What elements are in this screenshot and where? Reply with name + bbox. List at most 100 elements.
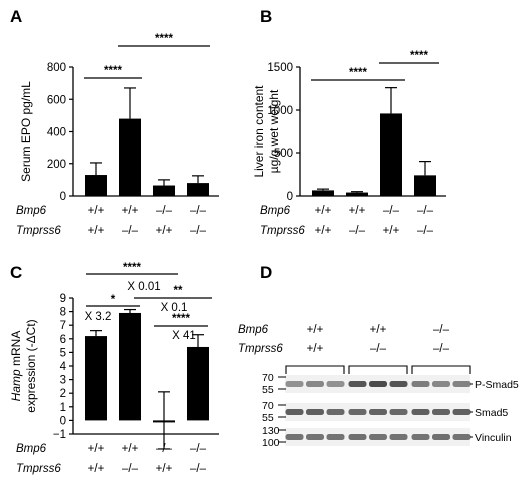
significance-label-a: **** [155,33,173,45]
x-tick-label-bmp6: +/+ [315,205,332,217]
y-tick-label-c: 8 [60,307,66,319]
bar-c [187,346,209,421]
y-tick-label-c: 2 [60,388,66,400]
genotype-label-bmp6: Bmp6 [16,205,47,217]
x-tick-label-bmp6: –/– [190,443,207,455]
bar-b [380,113,402,196]
panel-label-d: D [260,263,272,282]
x-tick-label-bmp6: –/– [190,205,207,217]
blot-band [411,434,430,440]
genotype-label-tmprss6: Tmprss6 [16,463,61,475]
bar-c [119,312,141,421]
blot-band [285,381,304,387]
blot-label: Smad5 [475,407,508,419]
bar-a [187,183,209,196]
genotype-label-tmprss6: Tmprss6 [238,343,283,355]
group-bracket [411,365,471,374]
bar-b [312,190,334,196]
blot-band [432,409,450,415]
x-tick-label-tmprss6: +/+ [156,463,173,475]
fold-change-label-c: X 0.1 [161,302,188,314]
marker-label: 70 [262,400,274,412]
fold-change-label-c: X 41 [172,330,196,342]
y-tick-label-c: −1 [53,429,66,441]
blot-band [306,381,324,387]
blot-band [285,434,304,440]
y-tick-label-c: 9 [60,293,66,305]
blot-genotype-bmp6: +/+ [307,324,324,336]
y-tick-label-c: 4 [60,361,67,373]
blot-label: P-Smad5 [475,379,519,391]
y-tick-label-c: 0 [60,415,66,427]
blot-band [326,409,345,415]
marker-label: 130 [262,425,280,437]
blot-genotype-tmprss6: –/– [370,343,387,355]
significance-label-c: **** [172,313,190,325]
blot-band [306,434,324,440]
blot-label: Vinculin [475,432,512,444]
significance-label-a: **** [104,65,122,77]
blot-band [326,434,345,440]
y-axis-label-b: µg/g wet weight [267,89,281,173]
x-tick-label-tmprss6: –/– [122,225,139,237]
y-axis-label-b: Liver iron content [252,85,266,178]
y-tick-label-a: 0 [60,191,66,203]
x-tick-label-bmp6: –/– [156,205,173,217]
blot-band [432,434,450,440]
marker-label: 70 [262,372,274,384]
bar-b [346,192,368,196]
y-axis-label-gene: Hamp [9,369,23,401]
x-tick-label-tmprss6: –/– [417,225,434,237]
bar-a [153,185,175,196]
blot-band [411,381,430,387]
genotype-label-bmp6: Bmp6 [16,443,47,455]
y-axis-label-rest: mRNA [9,331,23,370]
x-tick-label-tmprss6: +/+ [88,463,105,475]
group-bracket [348,365,408,374]
significance-label-c: ** [174,285,183,297]
blot-genotype-tmprss6: –/– [433,343,450,355]
x-tick-label-bmp6: +/+ [88,205,105,217]
blot-band [369,381,387,387]
bar-b [414,175,436,196]
panel-label-b: B [260,7,272,26]
blot-band [369,409,387,415]
group-bracket [285,365,345,374]
panel-label-a: A [10,7,22,26]
blot-band [411,409,430,415]
significance-label-b: **** [349,67,367,79]
genotype-label-bmp6: Bmp6 [260,205,291,217]
panel-a: 0 200 400 600 800 Serum EPO pg/mL Bmp6 Tmprss6 +… [16,33,219,237]
blot-band [348,381,367,387]
genotype-label-bmp6: Bmp6 [238,324,269,336]
fold-change-label-c: X 0.01 [127,281,160,293]
significance-label-b: **** [410,50,428,62]
x-tick-label-tmprss6: +/+ [156,225,173,237]
y-tick-label-c: 6 [60,334,66,346]
blot-band [389,381,408,387]
blot-band [432,381,450,387]
fold-change-label-c: X 3.2 [85,311,112,323]
x-tick-label-tmprss6: –/– [190,225,207,237]
marker-label: 55 [262,384,274,396]
bar-c [85,336,107,421]
blot-band [369,434,387,440]
x-tick-label-tmprss6: +/+ [315,225,332,237]
y-tick-label-a: 400 [47,127,66,139]
blot-band [326,381,345,387]
bar-a [85,175,107,196]
x-tick-label-tmprss6: +/+ [88,225,105,237]
bar-a [119,118,141,196]
genotype-label-tmprss6: Tmprss6 [16,225,61,237]
genotype-label-tmprss6: Tmprss6 [260,225,305,237]
x-tick-label-bmp6: +/+ [122,443,139,455]
x-tick-label-bmp6: –/– [383,205,400,217]
blot-band [389,434,408,440]
blot-band [452,381,471,387]
panel-c: −1 01 23 4 56 78 9 Hamp mRNA expression (-ΔCt) Bm… [9,262,219,475]
x-tick-label-bmp6: –/– [417,205,434,217]
blot-band [348,409,367,415]
y-axis-label-c: Hamp mRNA [9,331,23,402]
y-tick-label-b: 1500 [267,62,293,74]
